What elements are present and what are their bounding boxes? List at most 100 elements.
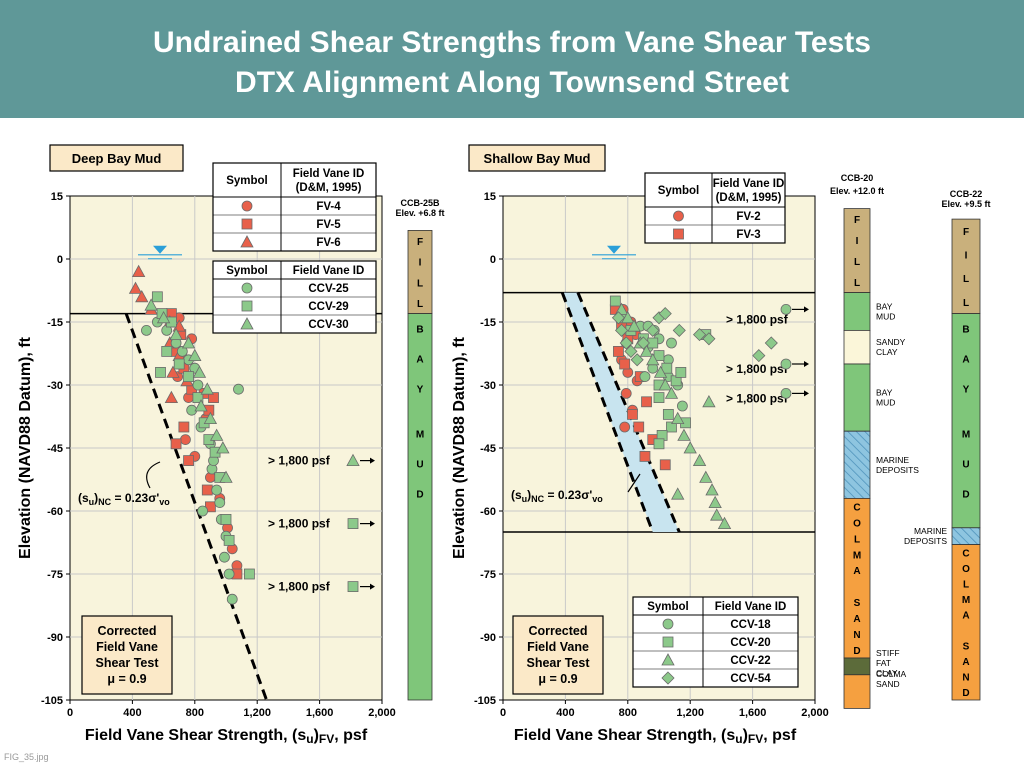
y-tick-label: -60 <box>480 506 496 518</box>
data-point-ccv-25 <box>192 379 204 391</box>
legend-entry: CCV-30 <box>308 319 348 331</box>
data-point-ccv-25 <box>176 345 188 357</box>
boring-layer-marine-deposits <box>951 527 981 545</box>
y-tick-label: -75 <box>47 569 63 581</box>
data-point-ccv-22 <box>705 483 719 496</box>
text-span: , psf <box>334 727 368 744</box>
y-tick-label: -90 <box>480 632 496 644</box>
boring-layer-letter: O <box>853 518 861 529</box>
boring-layer-bay-mud <box>951 313 981 529</box>
legend-entry: CCV-54 <box>730 673 771 685</box>
y-tick-label: -45 <box>480 443 496 455</box>
subscript: vo <box>592 494 603 504</box>
subscript: u <box>89 497 95 507</box>
boring-side-label: DEPOSITS <box>904 536 947 546</box>
boring-layer-fill <box>407 230 433 315</box>
off-scale-arrowhead <box>370 457 375 464</box>
data-point-ccv-29 <box>183 371 194 383</box>
data-point-ccv-54 <box>630 353 644 367</box>
data-point-ccv-30 <box>216 441 230 454</box>
boring-layer-letter: Y <box>963 385 970 396</box>
boring-layer-stiff-fat-clay <box>843 657 871 676</box>
boring-layer-letter: L <box>963 274 969 285</box>
text-span: ) <box>743 727 748 744</box>
off-scale-marker <box>780 303 792 315</box>
data-point-fv-6 <box>128 281 143 294</box>
boring-side-label: DEPOSITS <box>876 465 919 475</box>
data-point-ccv-22 <box>653 365 668 378</box>
water-level-icon <box>153 245 167 254</box>
corrected-note-line: μ = 0.9 <box>107 672 146 686</box>
legend-header: Field Vane ID <box>293 265 365 277</box>
data-point-ccv-30 <box>209 428 224 441</box>
legend-marker <box>240 317 254 330</box>
x-tick-label: 1,600 <box>306 707 334 719</box>
data-point-ccv-25 <box>219 551 230 563</box>
data-point-ccv-30 <box>203 411 218 425</box>
data-point-ccv-20 <box>666 421 677 433</box>
data-point-ccv-54 <box>692 328 707 342</box>
data-point-ccv-22 <box>708 495 722 509</box>
text-span: = 0.23σ' <box>544 488 592 502</box>
x-tick-label: 1,200 <box>676 707 704 719</box>
x-tick-label: 0 <box>500 707 506 719</box>
nc-band-edge <box>560 292 655 533</box>
chart-title: Shallow Bay Mud <box>484 151 591 166</box>
boring-layer-letter: U <box>416 460 423 471</box>
title-banner: Undrained Shear Strengths from Vane Shea… <box>0 0 1024 118</box>
subscript: u <box>522 494 528 504</box>
x-tick-label: 400 <box>556 707 574 719</box>
data-point-ccv-20 <box>609 295 621 307</box>
legend-header: Field Vane ID <box>293 168 365 180</box>
data-point-ccv-29 <box>151 291 163 303</box>
legend-header: Symbol <box>226 175 268 187</box>
data-point-fv-4 <box>180 434 191 446</box>
boring-layer-letter: M <box>962 430 970 441</box>
image-filename: FIG_35.jpg <box>4 752 49 762</box>
subscript: u <box>306 732 313 746</box>
off-scale-arrowhead <box>804 306 809 313</box>
y-axis-label: Elevation (NAVD88 Datum), ft <box>17 336 34 559</box>
data-point-ccv-30 <box>144 298 158 311</box>
boring-layer-letter: L <box>963 298 969 309</box>
boring-layer-letter: S <box>854 598 861 609</box>
boring-layer-letter: M <box>853 550 861 561</box>
boring-layer-colma-sand <box>843 674 871 709</box>
data-point-ccv-18 <box>677 400 688 412</box>
boring-layer-letter: F <box>963 227 969 238</box>
boring-layer-fill <box>951 218 981 315</box>
data-point-ccv-22 <box>692 453 707 467</box>
off-scale-marker <box>780 358 792 370</box>
boring-side-label: MUD <box>876 312 895 322</box>
subscript: u <box>735 732 742 746</box>
legend-header: Symbol <box>647 601 689 613</box>
boring-id: CCB-20 <box>841 173 874 183</box>
off-scale-label: > 1,800 psf <box>268 580 331 594</box>
data-point-ccv-54 <box>752 349 766 363</box>
boring-layer-sandy-clay <box>843 329 871 365</box>
y-tick-label: 0 <box>57 254 63 266</box>
x-tick-label: 1,200 <box>243 707 271 719</box>
boring-side-label: MARINE <box>914 526 947 536</box>
data-point-ccv-22 <box>671 411 685 425</box>
page-title-line-2: DTX Alignment Along Townsend Street <box>235 66 789 99</box>
boring-layer-letter: M <box>416 430 424 441</box>
data-point-ccv-25 <box>223 568 235 580</box>
data-point-ccv-22 <box>627 319 641 332</box>
boring-layer-letter: A <box>853 614 860 625</box>
legend-entry: FV-2 <box>736 211 760 223</box>
corrected-note-box <box>81 615 173 695</box>
legend-box <box>632 596 799 688</box>
corrected-note-line: Corrected <box>528 624 587 638</box>
data-point-ccv-29 <box>220 514 232 525</box>
su-pointer-arrow <box>627 473 641 493</box>
subscript: FV <box>319 732 334 746</box>
legend-marker <box>241 218 253 230</box>
subscript: vo <box>159 497 170 507</box>
boring-layer-bay-mud <box>843 363 871 432</box>
legend-entry: FV-5 <box>316 219 341 231</box>
legend-marker <box>673 210 684 222</box>
boring-side-label: COLMA <box>876 669 907 679</box>
data-point-ccv-22 <box>717 516 732 529</box>
x-tick-label: 800 <box>619 707 637 719</box>
